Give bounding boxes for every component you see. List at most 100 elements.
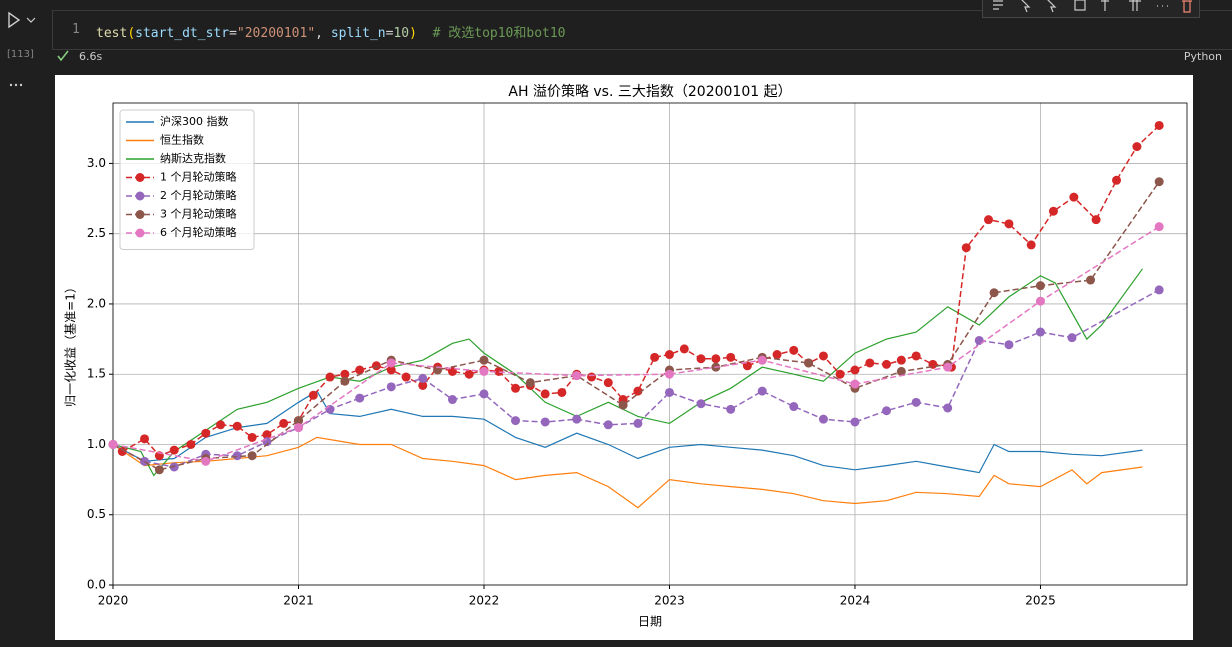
series-marker [464,369,474,379]
series-marker [572,371,582,381]
series-marker [262,430,272,440]
chart-title: AH 溢价策略 vs. 三大指数（20200101 起） [508,83,791,100]
series-marker [989,288,999,298]
series-marker [911,351,921,361]
x-tick-label: 2022 [469,594,500,608]
plot-frame [112,102,1188,586]
series-marker [1091,215,1101,225]
y-tick-label: 2.5 [87,226,106,240]
series-marker [325,372,335,382]
series-marker [911,397,921,407]
toolbar [982,0,1200,18]
legend-label: 2 个月轮动策略 [160,188,237,202]
code-token: ) [409,26,417,41]
series-marker [232,451,242,461]
series-marker [1154,177,1164,187]
series-marker [216,420,226,430]
series-marker [850,365,860,375]
run-button[interactable] [6,10,40,30]
series-marker [1004,219,1014,229]
series-marker [1086,275,1096,285]
series-marker [896,355,906,365]
series-marker [696,399,706,409]
chart: AH 溢价策略 vs. 三大指数（20200101 起） 日期 归一化收益（基准… [55,75,1193,640]
series-marker [1067,333,1077,343]
code-token: = [229,26,237,41]
series-line [112,390,1143,474]
code-token: # 改选top10和bot10 [416,26,566,41]
series-marker [479,366,489,376]
y-tick-label: 3.0 [87,156,106,170]
series-marker [726,352,736,362]
series-marker [293,423,303,433]
y-tick-label: 1.5 [87,367,106,381]
legend-label: 沪深300 指数 [160,114,229,128]
series-marker [511,416,521,426]
series-marker [511,383,521,393]
x-tick-label: 2020 [98,594,129,608]
series-marker [418,373,428,383]
series-marker [850,417,860,427]
y-axis-label: 归一化收益（基准=1） [64,281,78,407]
series-marker [818,351,828,361]
series-marker [943,362,953,372]
series-marker [896,366,906,376]
language: Python [1183,50,1222,63]
series-marker [818,414,828,424]
series-marker [603,420,613,430]
series-marker [618,400,628,410]
series-marker [882,406,892,416]
series-marker [1035,281,1045,291]
series-marker [1048,206,1058,216]
legend-marker [135,191,145,201]
code-token: = [385,26,394,41]
series-marker [664,350,674,360]
series-marker [587,372,597,382]
series-marker [664,369,674,379]
code-token: , [315,26,331,41]
series-marker [340,369,350,379]
output-menu[interactable] [8,80,26,90]
x-tick-label: 2023 [654,594,685,608]
series-marker [232,421,242,431]
series-marker [633,418,643,428]
series-marker [308,390,318,400]
series-marker [757,386,767,396]
series-marker [355,365,365,375]
series-marker [293,416,303,426]
series-marker [1154,120,1164,130]
code-token: ( [127,26,136,41]
series-marker [169,462,179,472]
execution-count: [113] [7,49,34,60]
legend-label: 恒生指数 [160,133,204,147]
series-marker [882,359,892,369]
legend-marker [135,173,145,182]
series-line [112,181,1160,471]
series-marker [772,350,782,360]
series-marker [679,344,689,354]
x-tick-label: 2025 [1025,594,1056,608]
series-marker [572,414,582,424]
series-marker [479,389,489,399]
series-marker [1004,340,1014,350]
series-marker [386,365,396,375]
series-marker [1035,327,1045,337]
code-token: split_n [330,26,386,41]
series-marker [961,243,971,253]
series-marker [201,456,211,466]
series-marker [711,354,721,364]
series-marker [789,345,799,355]
duration: 6.6s [79,50,103,63]
legend-label: 3 个月轮动策略 [160,207,237,221]
series-marker [650,352,660,362]
toolbar-icons[interactable] [983,0,1199,17]
series-marker [1026,240,1036,250]
series-marker [247,451,257,461]
series-marker [696,354,706,364]
series-marker [186,439,196,449]
series-marker [1154,222,1164,232]
series-marker [1154,285,1164,295]
series-marker [386,382,396,392]
series-marker [1132,142,1142,152]
